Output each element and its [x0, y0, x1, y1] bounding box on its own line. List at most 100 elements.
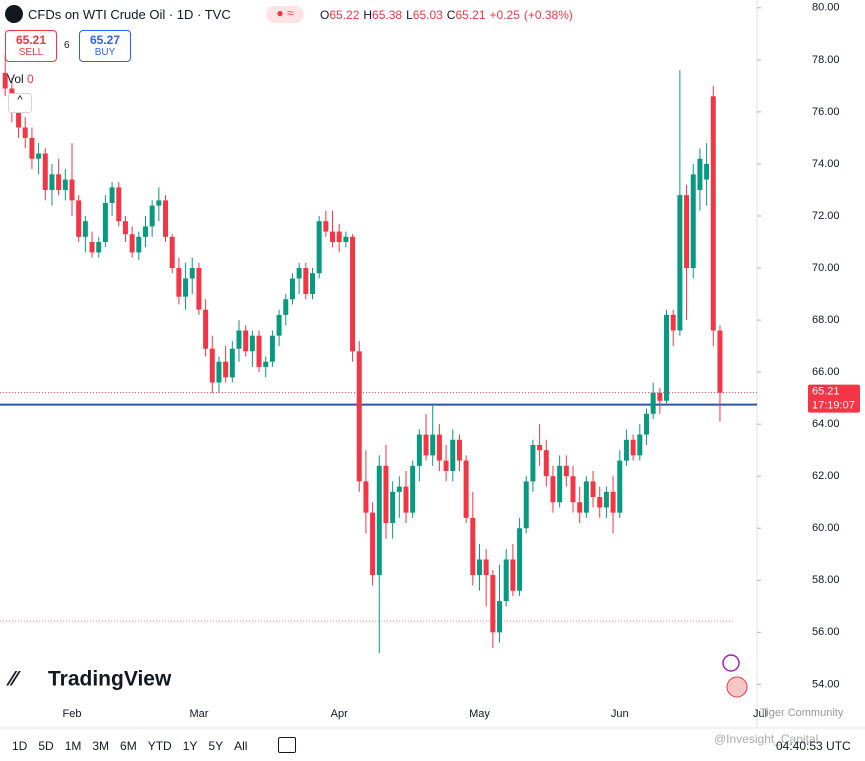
- event-icon: [726, 676, 748, 698]
- volume: Vol 0: [7, 72, 34, 86]
- logo-mark: ⁄⁄: [6, 668, 22, 691]
- sell-price: 65.21: [15, 33, 47, 47]
- x-tick-label: May: [469, 708, 490, 720]
- change-pct: (+0.38%): [523, 8, 573, 22]
- x-tick-label: Jul: [753, 708, 767, 720]
- candle-body: [56, 174, 62, 190]
- y-tick-label: 58.00: [812, 574, 840, 586]
- range-button[interactable]: 1D: [12, 739, 28, 753]
- candle-body: [530, 444, 536, 482]
- candle-body: [229, 348, 235, 378]
- candle-body: [142, 226, 148, 237]
- candle-body: [563, 465, 569, 477]
- indicator-pill[interactable]: ● ≈: [266, 6, 304, 23]
- candle-body: [603, 491, 609, 508]
- range-button[interactable]: 3M: [92, 739, 110, 753]
- candle-body: [476, 559, 482, 576]
- candle-body: [483, 559, 489, 576]
- plot: [0, 54, 757, 654]
- candle-body: [76, 200, 82, 237]
- candle-body: [456, 439, 462, 461]
- candle-body: [617, 460, 623, 513]
- ohlc-label: L: [406, 8, 413, 22]
- candle-body: [102, 202, 108, 243]
- candle-body: [356, 351, 362, 482]
- candle-body: [183, 278, 189, 297]
- range-button[interactable]: 5D: [38, 739, 54, 753]
- candle-body: [89, 242, 95, 253]
- symbol-title[interactable]: CFDs on WTI Crude Oil · 1D · TVC: [28, 7, 231, 22]
- event-icon: [722, 654, 740, 672]
- candle-body: [517, 528, 523, 591]
- candle-body: [677, 195, 683, 331]
- candle-body: [22, 127, 28, 138]
- candle-body: [309, 273, 315, 295]
- candle-body: [590, 481, 596, 498]
- candle-body: [376, 465, 382, 576]
- ohlc-value: 65.21: [455, 8, 486, 22]
- candle-body: [630, 439, 636, 456]
- range-button[interactable]: YTD: [147, 739, 172, 753]
- candle-body: [163, 200, 169, 237]
- candle-body: [684, 195, 690, 269]
- spread: 6: [64, 40, 70, 51]
- ohlc: O65.22 H65.38 L65.03 C65.21 +0.25 (+0.38%): [320, 8, 573, 22]
- ohlc-value: 65.38: [372, 8, 403, 22]
- price-tag-value: 65.21: [812, 386, 840, 398]
- collapse-button[interactable]: ^: [8, 93, 32, 113]
- volume-label: Vol: [7, 72, 24, 86]
- candle-body: [69, 179, 75, 201]
- x-tick-label: Feb: [63, 708, 82, 720]
- candle-body: [249, 335, 255, 352]
- candle-body: [236, 330, 242, 349]
- symbol-icon: [5, 5, 23, 23]
- candle-body: [650, 392, 656, 414]
- sell-label: SELL: [18, 47, 44, 58]
- candle-body: [343, 236, 349, 243]
- y-tick-label: 80.00: [812, 2, 840, 14]
- candle-body: [42, 153, 48, 190]
- candle-body: [537, 444, 543, 451]
- countdown: 17:19:07: [812, 400, 855, 412]
- candle-body: [470, 517, 476, 576]
- candle-body: [623, 439, 629, 461]
- candle-body: [416, 434, 422, 466]
- sell-button[interactable]: 65.21 SELL: [5, 30, 57, 62]
- range-button[interactable]: 5Y: [208, 739, 224, 753]
- candle-body: [316, 221, 322, 274]
- range-button[interactable]: 1M: [64, 739, 82, 753]
- range-toolbar: 1D 5D 1M 3M 6M YTD 1Y 5Y All: [12, 739, 258, 753]
- candle-body: [62, 179, 68, 190]
- range-button[interactable]: 1Y: [182, 739, 198, 753]
- candle-body: [82, 221, 88, 237]
- range-button[interactable]: 6M: [120, 739, 137, 753]
- candle-body: [383, 465, 389, 524]
- candle-body: [670, 314, 676, 331]
- candle-body: [450, 439, 456, 472]
- buy-price: 65.27: [89, 33, 121, 47]
- candle-body: [497, 601, 503, 633]
- y-tick-label: 66.00: [812, 366, 840, 378]
- candle-body: [156, 200, 162, 206]
- candle-body: [637, 434, 643, 456]
- ohlc-label: H: [363, 8, 373, 22]
- range-button[interactable]: All: [234, 739, 248, 753]
- candle-body: [430, 434, 436, 456]
- candle-body: [363, 481, 369, 513]
- ohlc-value: 65.22: [329, 8, 360, 22]
- candle-body: [657, 392, 663, 401]
- candle-body: [116, 187, 122, 222]
- candle-body: [523, 481, 529, 529]
- candle-body: [717, 330, 723, 393]
- candle-body: [443, 460, 449, 472]
- candle-body: [49, 174, 55, 190]
- candle-body: [410, 465, 416, 513]
- candle-body: [196, 268, 202, 310]
- candle-body: [690, 174, 696, 269]
- logo: TradingView: [48, 668, 172, 691]
- date-range-icon[interactable]: [278, 737, 296, 753]
- buy-button[interactable]: 65.27 BUY: [79, 30, 131, 62]
- price-tag: [808, 384, 860, 413]
- y-tick-label: 70.00: [812, 262, 840, 274]
